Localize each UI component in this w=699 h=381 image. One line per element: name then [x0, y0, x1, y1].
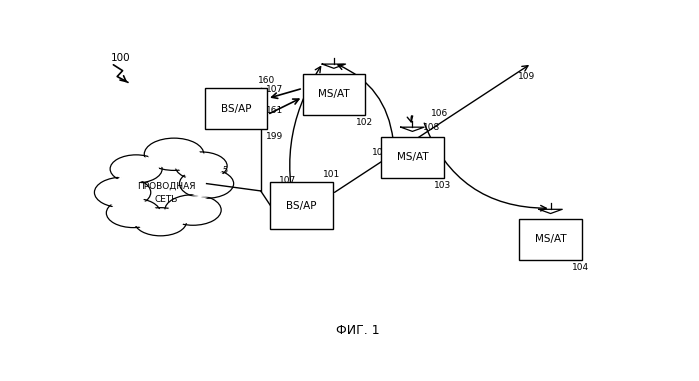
- Bar: [271, 182, 333, 229]
- Circle shape: [114, 157, 158, 181]
- Circle shape: [110, 200, 157, 226]
- Text: 107: 107: [266, 85, 283, 94]
- Circle shape: [184, 171, 229, 196]
- Text: 106: 106: [431, 109, 449, 118]
- Circle shape: [99, 179, 147, 205]
- Circle shape: [134, 208, 187, 236]
- Circle shape: [169, 197, 217, 223]
- Text: 100: 100: [110, 53, 130, 63]
- Text: ПРОВОДНАЯ: ПРОВОДНАЯ: [137, 182, 195, 191]
- Bar: [206, 88, 268, 129]
- Text: 161: 161: [266, 106, 283, 115]
- Text: 106: 106: [372, 148, 389, 157]
- Bar: [303, 74, 365, 115]
- Text: 103: 103: [434, 181, 452, 190]
- Circle shape: [175, 152, 227, 180]
- Circle shape: [138, 210, 182, 234]
- Text: MS/AT: MS/AT: [318, 89, 350, 99]
- Text: BS/AP: BS/AP: [286, 201, 317, 211]
- Text: 107: 107: [279, 176, 296, 185]
- Bar: [381, 137, 444, 178]
- Circle shape: [106, 198, 161, 227]
- Circle shape: [180, 169, 233, 198]
- Text: MS/AT: MS/AT: [535, 234, 566, 244]
- Circle shape: [165, 195, 221, 225]
- Circle shape: [110, 155, 162, 183]
- Circle shape: [94, 177, 151, 208]
- Text: 101: 101: [323, 170, 340, 179]
- Text: 199: 199: [266, 132, 283, 141]
- Text: 109: 109: [518, 72, 535, 81]
- Text: СЕТЬ: СЕТЬ: [154, 195, 178, 204]
- Text: MS/AT: MS/AT: [396, 152, 428, 162]
- Text: 105: 105: [212, 166, 229, 175]
- Text: BS/AP: BS/AP: [221, 104, 252, 114]
- Circle shape: [179, 154, 223, 178]
- Text: 104: 104: [572, 263, 589, 272]
- Text: 102: 102: [356, 118, 373, 127]
- Text: 108: 108: [424, 123, 440, 132]
- Circle shape: [149, 141, 199, 168]
- Circle shape: [144, 138, 204, 170]
- Text: ФИГ. 1: ФИГ. 1: [336, 324, 380, 338]
- Text: 160: 160: [258, 76, 275, 85]
- Bar: [519, 219, 582, 260]
